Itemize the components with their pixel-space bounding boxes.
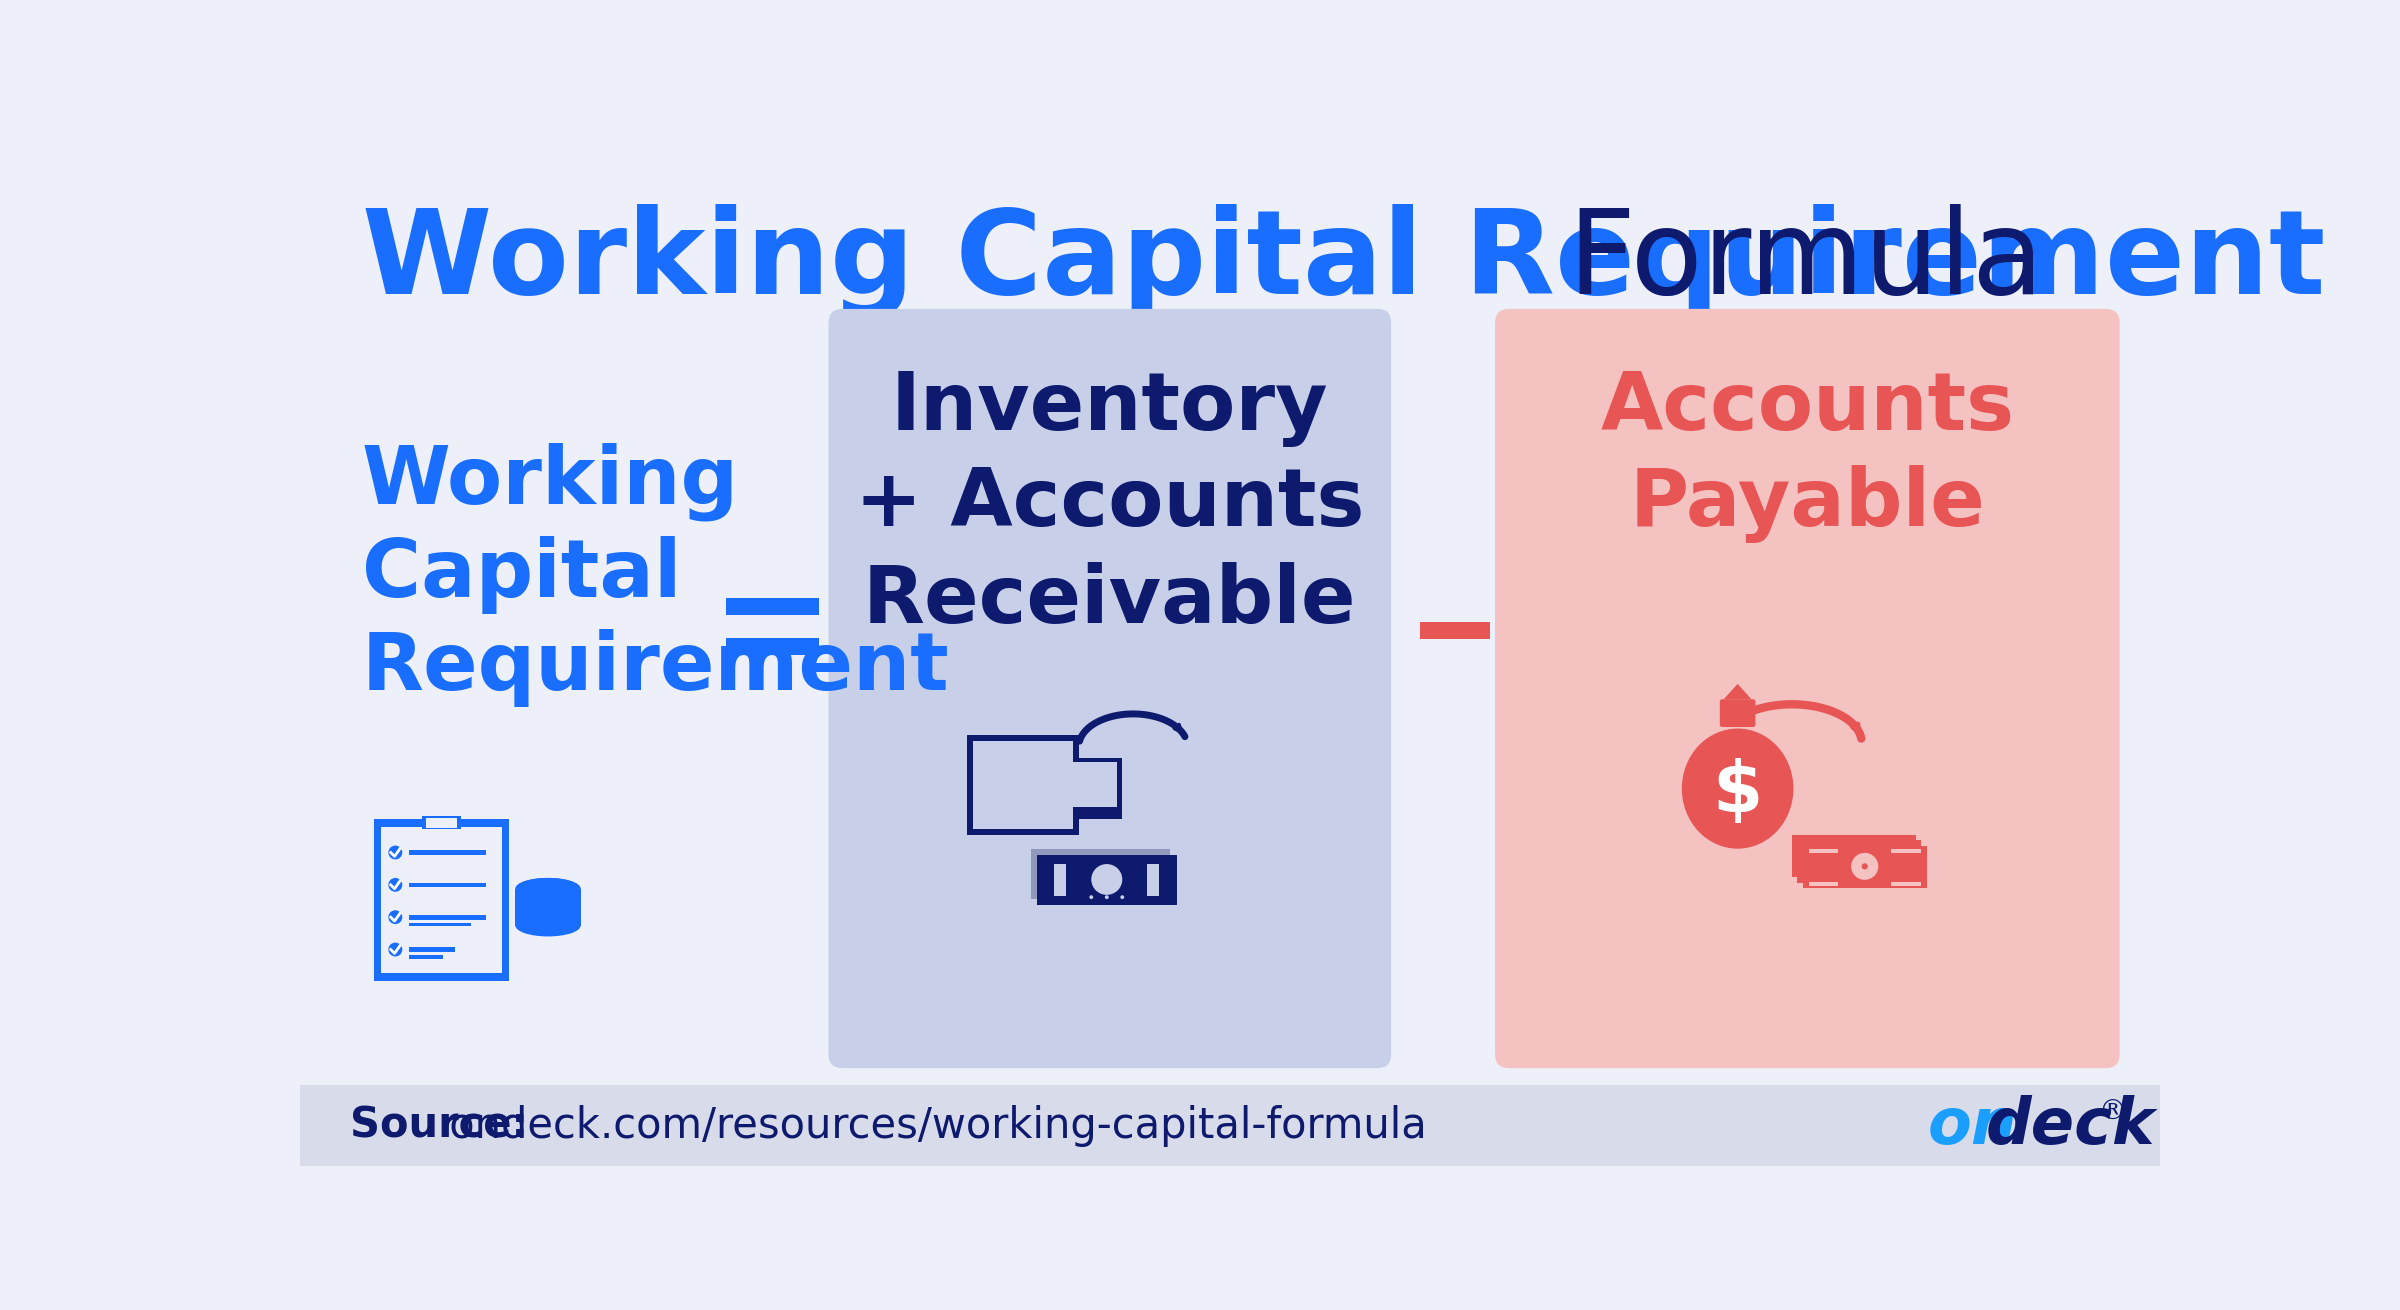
Bar (1068, 757, 1121, 819)
FancyBboxPatch shape (1721, 700, 1754, 727)
Bar (972, 741, 1073, 819)
Bar (516, 913, 581, 926)
Text: on: on (1927, 1095, 2016, 1157)
Bar (1793, 834, 1915, 878)
Text: Inventory
+ Accounts
Receivable: Inventory + Accounts Receivable (854, 369, 1366, 639)
Ellipse shape (516, 903, 581, 924)
Ellipse shape (1862, 863, 1867, 870)
Bar (382, 827, 502, 973)
Ellipse shape (516, 878, 581, 900)
Bar (408, 850, 485, 855)
Text: Formula: Formula (1567, 203, 2045, 318)
Text: Accounts
Payable: Accounts Payable (1601, 369, 2014, 544)
Text: ondeck.com/resources/working-capital-formula: ondeck.com/resources/working-capital-for… (437, 1104, 1426, 1146)
Bar (1810, 882, 1838, 886)
Bar (516, 901, 581, 913)
Bar (408, 955, 444, 959)
Text: Working
Capital
Requirement: Working Capital Requirement (362, 441, 950, 707)
Circle shape (389, 910, 403, 924)
Bar (967, 735, 1080, 834)
Polygon shape (1723, 684, 1752, 700)
Ellipse shape (1850, 853, 1879, 880)
Ellipse shape (1682, 728, 1793, 849)
Ellipse shape (1090, 895, 1094, 899)
Bar (408, 947, 456, 952)
Bar (408, 922, 470, 926)
Ellipse shape (516, 914, 581, 937)
Bar (1147, 865, 1159, 896)
Text: deck: deck (1985, 1095, 2155, 1157)
Text: $: $ (1714, 758, 1762, 827)
Ellipse shape (1104, 895, 1109, 899)
Bar (1810, 849, 1838, 853)
Bar (408, 883, 485, 887)
Bar (1025, 842, 1164, 892)
Bar (422, 816, 461, 829)
Text: Source:: Source: (350, 1104, 528, 1146)
Bar (1054, 865, 1066, 896)
Circle shape (389, 845, 403, 859)
Bar (374, 819, 509, 981)
FancyBboxPatch shape (1495, 309, 2119, 1068)
Bar (1798, 840, 1922, 883)
FancyBboxPatch shape (828, 309, 1392, 1068)
Ellipse shape (1092, 865, 1123, 895)
Bar (516, 888, 581, 901)
Bar (408, 914, 485, 920)
Bar (1032, 849, 1171, 899)
Ellipse shape (1121, 895, 1123, 899)
Text: Working Capital Requirement: Working Capital Requirement (362, 203, 2326, 318)
Bar (425, 817, 456, 828)
Bar (1802, 845, 1927, 888)
Bar (1891, 882, 1920, 886)
Bar (1891, 849, 1920, 853)
Bar (1073, 762, 1116, 807)
Circle shape (389, 878, 403, 892)
Ellipse shape (516, 878, 581, 900)
Bar (727, 599, 818, 616)
Text: ®: ® (2098, 1098, 2126, 1127)
Bar (1037, 855, 1176, 905)
Ellipse shape (516, 891, 581, 912)
Bar (727, 638, 818, 655)
Circle shape (389, 943, 403, 956)
Bar (300, 1085, 2160, 1166)
Bar (972, 819, 1073, 829)
Bar (1421, 622, 1490, 639)
